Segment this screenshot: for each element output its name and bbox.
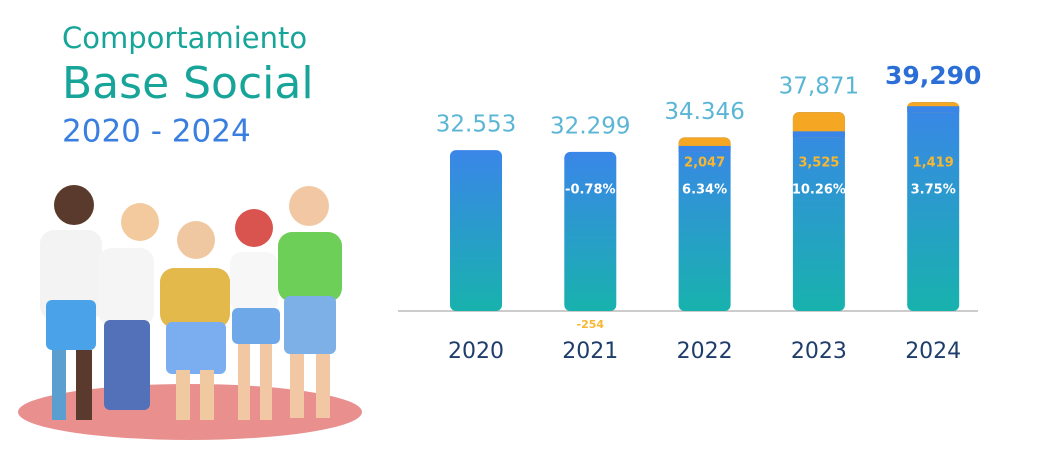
increment-joint bbox=[678, 145, 731, 152]
percent-label: 3.75% bbox=[911, 183, 956, 198]
bar bbox=[564, 151, 617, 311]
increment-label: -254 bbox=[577, 318, 605, 331]
x-tick-label: 2024 bbox=[905, 339, 961, 364]
increment-label: 3,525 bbox=[798, 156, 839, 171]
increment-joint bbox=[792, 131, 845, 138]
total-label: 34.346 bbox=[664, 99, 744, 125]
period: 2020 - 2024 bbox=[62, 114, 251, 150]
percent-label: -0.78% bbox=[565, 183, 616, 198]
bar bbox=[450, 150, 502, 311]
x-tick-label: 2023 bbox=[791, 339, 847, 364]
bar bbox=[907, 102, 960, 311]
total-label: 37,871 bbox=[779, 74, 859, 100]
total-label: 32.299 bbox=[550, 113, 630, 139]
bar bbox=[678, 137, 731, 311]
total-label: 32.553 bbox=[436, 112, 516, 138]
x-tick-label: 2022 bbox=[677, 339, 733, 364]
increment-segment bbox=[792, 112, 845, 138]
percent-label: 6.34% bbox=[682, 183, 727, 198]
x-tick-label: 2020 bbox=[448, 339, 504, 364]
increment-joint bbox=[907, 106, 960, 113]
bar bbox=[792, 112, 845, 312]
percent-label: 10.26% bbox=[792, 183, 846, 198]
total-label: 39,290 bbox=[885, 61, 981, 90]
title: Comportamiento bbox=[62, 21, 307, 55]
increment-label: 2,047 bbox=[684, 156, 725, 171]
x-tick-label: 2021 bbox=[562, 339, 618, 364]
subtitle: Base Social bbox=[62, 58, 314, 109]
increment-label: 1,419 bbox=[913, 156, 954, 171]
people-illustration bbox=[18, 185, 362, 440]
